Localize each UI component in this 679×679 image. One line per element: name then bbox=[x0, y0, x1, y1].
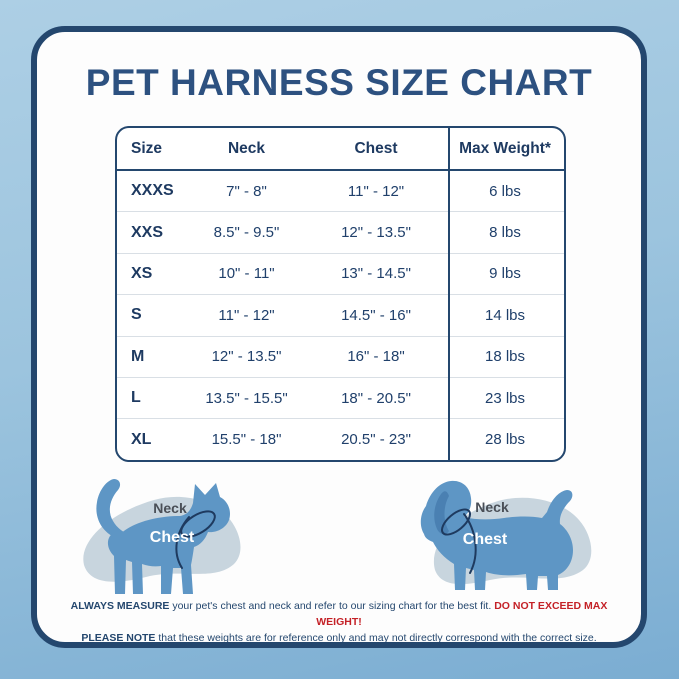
table-row: L 13.5" - 15.5" 18" - 20.5" 23 lbs bbox=[117, 376, 564, 418]
chest-cell: 13" - 14.5" bbox=[341, 265, 411, 283]
size-chart-card: PET HARNESS SIZE CHART Size Neck Chest M… bbox=[31, 26, 647, 648]
dog-neck-label: Neck bbox=[475, 499, 509, 515]
size-cell: XXXS bbox=[131, 182, 174, 200]
table-row: XS 10" - 11" 13" - 14.5" 9 lbs bbox=[117, 252, 564, 294]
weight-cell: 23 lbs bbox=[484, 389, 526, 407]
footer-measure-emphasis: ALWAYS MEASURE bbox=[70, 600, 170, 612]
neck-cell: 15.5" - 18" bbox=[211, 431, 282, 449]
column-header-chest: Chest bbox=[354, 139, 398, 157]
weight-cell: 9 lbs bbox=[489, 265, 521, 283]
weight-cell: 6 lbs bbox=[489, 182, 521, 200]
table-header-row: Size Neck Chest Max Weight* bbox=[117, 128, 564, 171]
weight-cell: 18 lbs bbox=[484, 348, 526, 366]
size-cell: L bbox=[131, 389, 141, 407]
weight-cell: 8 lbs bbox=[489, 224, 521, 242]
neck-cell: 8.5" - 9.5" bbox=[213, 224, 280, 242]
footer-note: ALWAYS MEASURE your pet's chest and neck… bbox=[49, 598, 629, 646]
footer-measure-text: your pet's chest and neck and refer to o… bbox=[169, 600, 495, 612]
size-cell: XXS bbox=[131, 223, 164, 241]
dog-harness-chest-strap bbox=[463, 513, 477, 574]
column-header-max-weight: Max Weight* bbox=[459, 139, 551, 157]
table-row: S 11" - 12" 14.5" - 16" 14 lbs bbox=[117, 294, 564, 335]
cat-tail bbox=[96, 479, 128, 542]
column-header-neck: Neck bbox=[227, 139, 266, 157]
footer-warning-text: DO NOT EXCEED MAX WEIGHT! bbox=[316, 600, 608, 628]
cat-harness-neck-loop bbox=[180, 510, 216, 538]
table-row: M 12" - 13.5" 16" - 18" 18 lbs bbox=[117, 335, 564, 377]
neck-cell: 12" - 13.5" bbox=[211, 348, 282, 366]
size-cell: XS bbox=[131, 264, 153, 282]
neck-cell: 7" - 8" bbox=[226, 182, 267, 200]
dog-measurement-diagram: Neck Chest bbox=[420, 480, 592, 590]
page-title: PET HARNESS SIZE CHART bbox=[85, 62, 593, 103]
cat-silhouette bbox=[107, 483, 230, 594]
size-cell: XL bbox=[131, 430, 152, 448]
dog-silhouette bbox=[420, 480, 573, 590]
dog-chest-label: Chest bbox=[463, 531, 508, 548]
chest-cell: 16" - 18" bbox=[347, 348, 405, 366]
size-cell: S bbox=[131, 306, 142, 324]
table-row: XXS 8.5" - 9.5" 12" - 13.5" 8 lbs bbox=[117, 211, 564, 252]
dog-harness-neck-loop bbox=[440, 508, 472, 536]
neck-cell: 13.5" - 15.5" bbox=[205, 389, 288, 407]
weight-cell: 28 lbs bbox=[484, 431, 526, 449]
size-cell: M bbox=[131, 347, 145, 365]
size-table: Size Neck Chest Max Weight* XXXS 7" - 8"… bbox=[115, 126, 566, 462]
neck-cell: 11" - 12" bbox=[218, 306, 275, 324]
cat-chest-label: Chest bbox=[150, 529, 195, 546]
neck-cell: 10" - 11" bbox=[218, 265, 275, 283]
chest-cell: 20.5" - 23" bbox=[341, 431, 411, 449]
cat-harness-chest-strap bbox=[175, 516, 190, 569]
footer-line-1: ALWAYS MEASURE your pet's chest and neck… bbox=[49, 598, 629, 630]
chest-cell: 14.5" - 16" bbox=[341, 306, 411, 324]
chest-cell: 18" - 20.5" bbox=[341, 389, 411, 407]
footer-line-2: PLEASE NOTE that these weights are for r… bbox=[49, 630, 629, 646]
cat-measurement-diagram: Neck Chest bbox=[83, 479, 241, 594]
column-header-size: Size bbox=[131, 139, 163, 157]
chest-cell: 12" - 13.5" bbox=[341, 224, 411, 242]
footer-note-emphasis: PLEASE NOTE bbox=[81, 632, 156, 644]
table-row: XXXS 7" - 8" 11" - 12" 6 lbs bbox=[117, 171, 564, 211]
table-row: XL 15.5" - 18" 20.5" - 23" 28 lbs bbox=[117, 418, 564, 459]
table-vertical-divider bbox=[448, 128, 450, 460]
weight-cell: 14 lbs bbox=[484, 306, 526, 324]
cat-neck-label: Neck bbox=[153, 500, 187, 516]
chest-cell: 11" - 12" bbox=[347, 182, 405, 200]
footer-note-text: that these weights are for reference onl… bbox=[155, 632, 597, 644]
